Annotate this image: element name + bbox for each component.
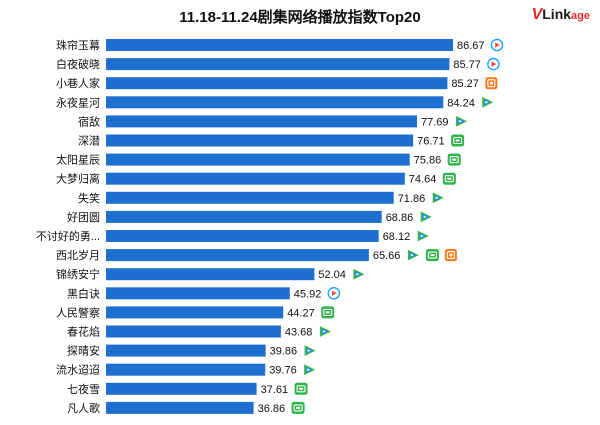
value-label: 43.68 xyxy=(285,327,313,339)
logo-age: age xyxy=(571,10,590,22)
category-label: 太阳星辰 xyxy=(56,154,100,167)
youku-icon xyxy=(487,57,500,71)
category-label: 七夜雪 xyxy=(67,382,100,396)
bar xyxy=(106,58,450,71)
category-label: 珠帘玉幕 xyxy=(56,38,100,52)
iqiyi-icon xyxy=(294,382,308,395)
bar xyxy=(106,401,254,414)
value-label: 65.66 xyxy=(373,250,401,262)
bar xyxy=(106,325,281,338)
bar xyxy=(106,153,410,166)
value-label: 45.92 xyxy=(294,288,322,300)
category-label: 失笑 xyxy=(78,191,100,205)
vlinkage-logo: VLinkage xyxy=(532,6,590,24)
iqiyi-icon xyxy=(451,134,465,147)
bar xyxy=(106,287,290,300)
bar xyxy=(106,96,444,109)
value-label: 77.69 xyxy=(421,116,449,128)
category-label: 深潜 xyxy=(78,134,100,148)
category-label: 大梦归离 xyxy=(56,172,100,186)
value-label: 71.86 xyxy=(398,193,426,205)
logo-v: V xyxy=(531,6,543,23)
bar xyxy=(106,191,394,204)
category-label: 流水迢迢 xyxy=(56,363,100,377)
chart-title: 11.18-11.24剧集网络播放指数Top20 xyxy=(179,9,421,26)
logo-link: Link xyxy=(542,6,572,22)
tencent-video-icon xyxy=(420,211,432,223)
tencent-video-icon xyxy=(304,364,316,376)
category-label: 小巷人家 xyxy=(56,76,100,90)
value-label: 75.86 xyxy=(414,155,442,167)
tencent-video-icon xyxy=(304,345,316,356)
category-label: 宿敌 xyxy=(78,114,100,128)
bar xyxy=(106,306,284,319)
category-label: 凡人歌 xyxy=(67,401,100,415)
tencent-video-icon xyxy=(417,230,429,242)
value-label: 84.24 xyxy=(447,97,475,109)
bar xyxy=(106,210,382,223)
mango-icon xyxy=(485,77,498,90)
value-label: 76.71 xyxy=(417,136,445,148)
category-label: 永夜星河 xyxy=(56,95,100,109)
value-label: 52.04 xyxy=(318,269,346,281)
tencent-video-icon xyxy=(432,192,444,204)
bar xyxy=(106,382,257,395)
category-label: 西北岁月 xyxy=(56,248,100,262)
value-label: 68.12 xyxy=(383,231,411,243)
mango-icon xyxy=(444,249,457,262)
iqiyi-icon xyxy=(447,153,461,166)
value-label: 68.86 xyxy=(386,212,414,224)
youku-icon xyxy=(327,286,341,300)
value-label: 39.76 xyxy=(269,365,297,377)
value-label: 85.27 xyxy=(451,78,479,90)
value-label: 39.86 xyxy=(270,346,298,358)
youku-icon xyxy=(490,38,504,52)
category-label: 白夜破晓 xyxy=(56,57,100,71)
bar xyxy=(106,268,315,281)
bar xyxy=(106,363,266,376)
value-label: 74.64 xyxy=(409,174,437,186)
category-label: 人民警察 xyxy=(56,305,100,319)
tencent-video-icon xyxy=(456,116,468,127)
category-label: 黑白诀 xyxy=(67,286,100,300)
iqiyi-icon xyxy=(321,306,335,319)
bar xyxy=(106,77,448,90)
category-label: 探晴安 xyxy=(67,344,100,358)
tencent-video-icon xyxy=(319,326,331,337)
value-label: 86.67 xyxy=(457,40,485,52)
bar xyxy=(106,249,369,262)
value-label: 85.77 xyxy=(453,59,481,71)
bar xyxy=(106,115,417,128)
iqiyi-icon xyxy=(442,172,456,185)
value-label: 37.61 xyxy=(261,384,289,396)
iqiyi-icon xyxy=(291,401,305,414)
bar xyxy=(106,39,453,51)
tencent-video-icon xyxy=(407,249,419,261)
bar xyxy=(106,134,414,147)
category-label: 不讨好的勇... xyxy=(36,229,100,243)
bar xyxy=(106,172,405,185)
tencent-video-icon xyxy=(482,96,494,108)
category-label: 春花焰 xyxy=(67,325,100,339)
bar xyxy=(106,344,266,357)
category-label: 好团圆 xyxy=(67,210,100,224)
tencent-video-icon xyxy=(353,268,365,280)
value-label: 36.86 xyxy=(258,403,286,415)
value-label: 44.27 xyxy=(287,307,315,319)
bar xyxy=(106,230,379,242)
category-label: 锦绣安宁 xyxy=(56,267,100,281)
iqiyi-icon xyxy=(425,249,439,262)
